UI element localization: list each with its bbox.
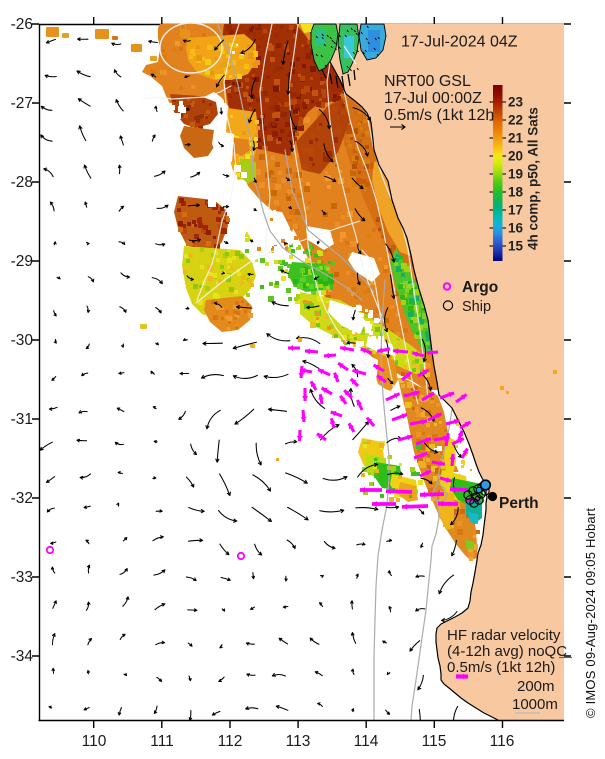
svg-text:15: 15 [508, 239, 524, 254]
svg-text:(4-12h avg) noQC: (4-12h avg) noQC [447, 643, 567, 660]
svg-text:17: 17 [508, 203, 523, 218]
svg-text:NRT00 GSL: NRT00 GSL [384, 73, 471, 90]
svg-text:-34: -34 [11, 648, 34, 665]
svg-text:20: 20 [508, 149, 523, 164]
svg-text:112: 112 [218, 733, 243, 750]
svg-text:114: 114 [354, 733, 379, 750]
svg-text:-30: -30 [11, 332, 34, 349]
svg-text:-33: -33 [11, 569, 33, 586]
svg-text:111: 111 [150, 733, 174, 750]
svg-text:4h comp, p50, All Sats: 4h comp, p50, All Sats [526, 107, 541, 250]
svg-text:16: 16 [508, 221, 524, 236]
svg-text:113: 113 [286, 733, 311, 750]
svg-text:22: 22 [508, 113, 523, 128]
svg-text:Argo: Argo [462, 279, 498, 296]
svg-text:-32: -32 [11, 490, 33, 507]
svg-text:23: 23 [508, 95, 524, 110]
svg-text:21: 21 [508, 131, 524, 146]
svg-text:0.5m/s (1kt 12h: 0.5m/s (1kt 12h [384, 107, 494, 124]
svg-text:Ship: Ship [462, 299, 491, 315]
svg-text:-31: -31 [11, 411, 33, 428]
svg-text:116: 116 [490, 733, 515, 750]
svg-text:-26: -26 [11, 16, 33, 33]
svg-text:-29: -29 [11, 253, 33, 270]
svg-text:17-Jul 00:00Z: 17-Jul 00:00Z [384, 90, 482, 107]
svg-text:18: 18 [508, 185, 524, 200]
svg-text:-27: -27 [11, 95, 33, 112]
svg-text:Perth: Perth [499, 495, 539, 512]
svg-text:17-Jul-2024 04Z: 17-Jul-2024 04Z [401, 34, 518, 51]
svg-text:1000m: 1000m [512, 696, 558, 713]
svg-text:HF radar velocity: HF radar velocity [447, 627, 561, 644]
svg-text:-28: -28 [11, 174, 33, 191]
svg-text:0.5m/s (1kt 12h): 0.5m/s (1kt 12h) [447, 659, 555, 676]
svg-text:19: 19 [508, 167, 523, 182]
svg-text:115: 115 [422, 733, 447, 750]
svg-text:110: 110 [82, 733, 107, 750]
svg-text:© IMOS 09-Aug-2024 09:05 Hobar: © IMOS 09-Aug-2024 09:05 Hobart [583, 508, 598, 718]
svg-text:200m: 200m [517, 678, 555, 695]
